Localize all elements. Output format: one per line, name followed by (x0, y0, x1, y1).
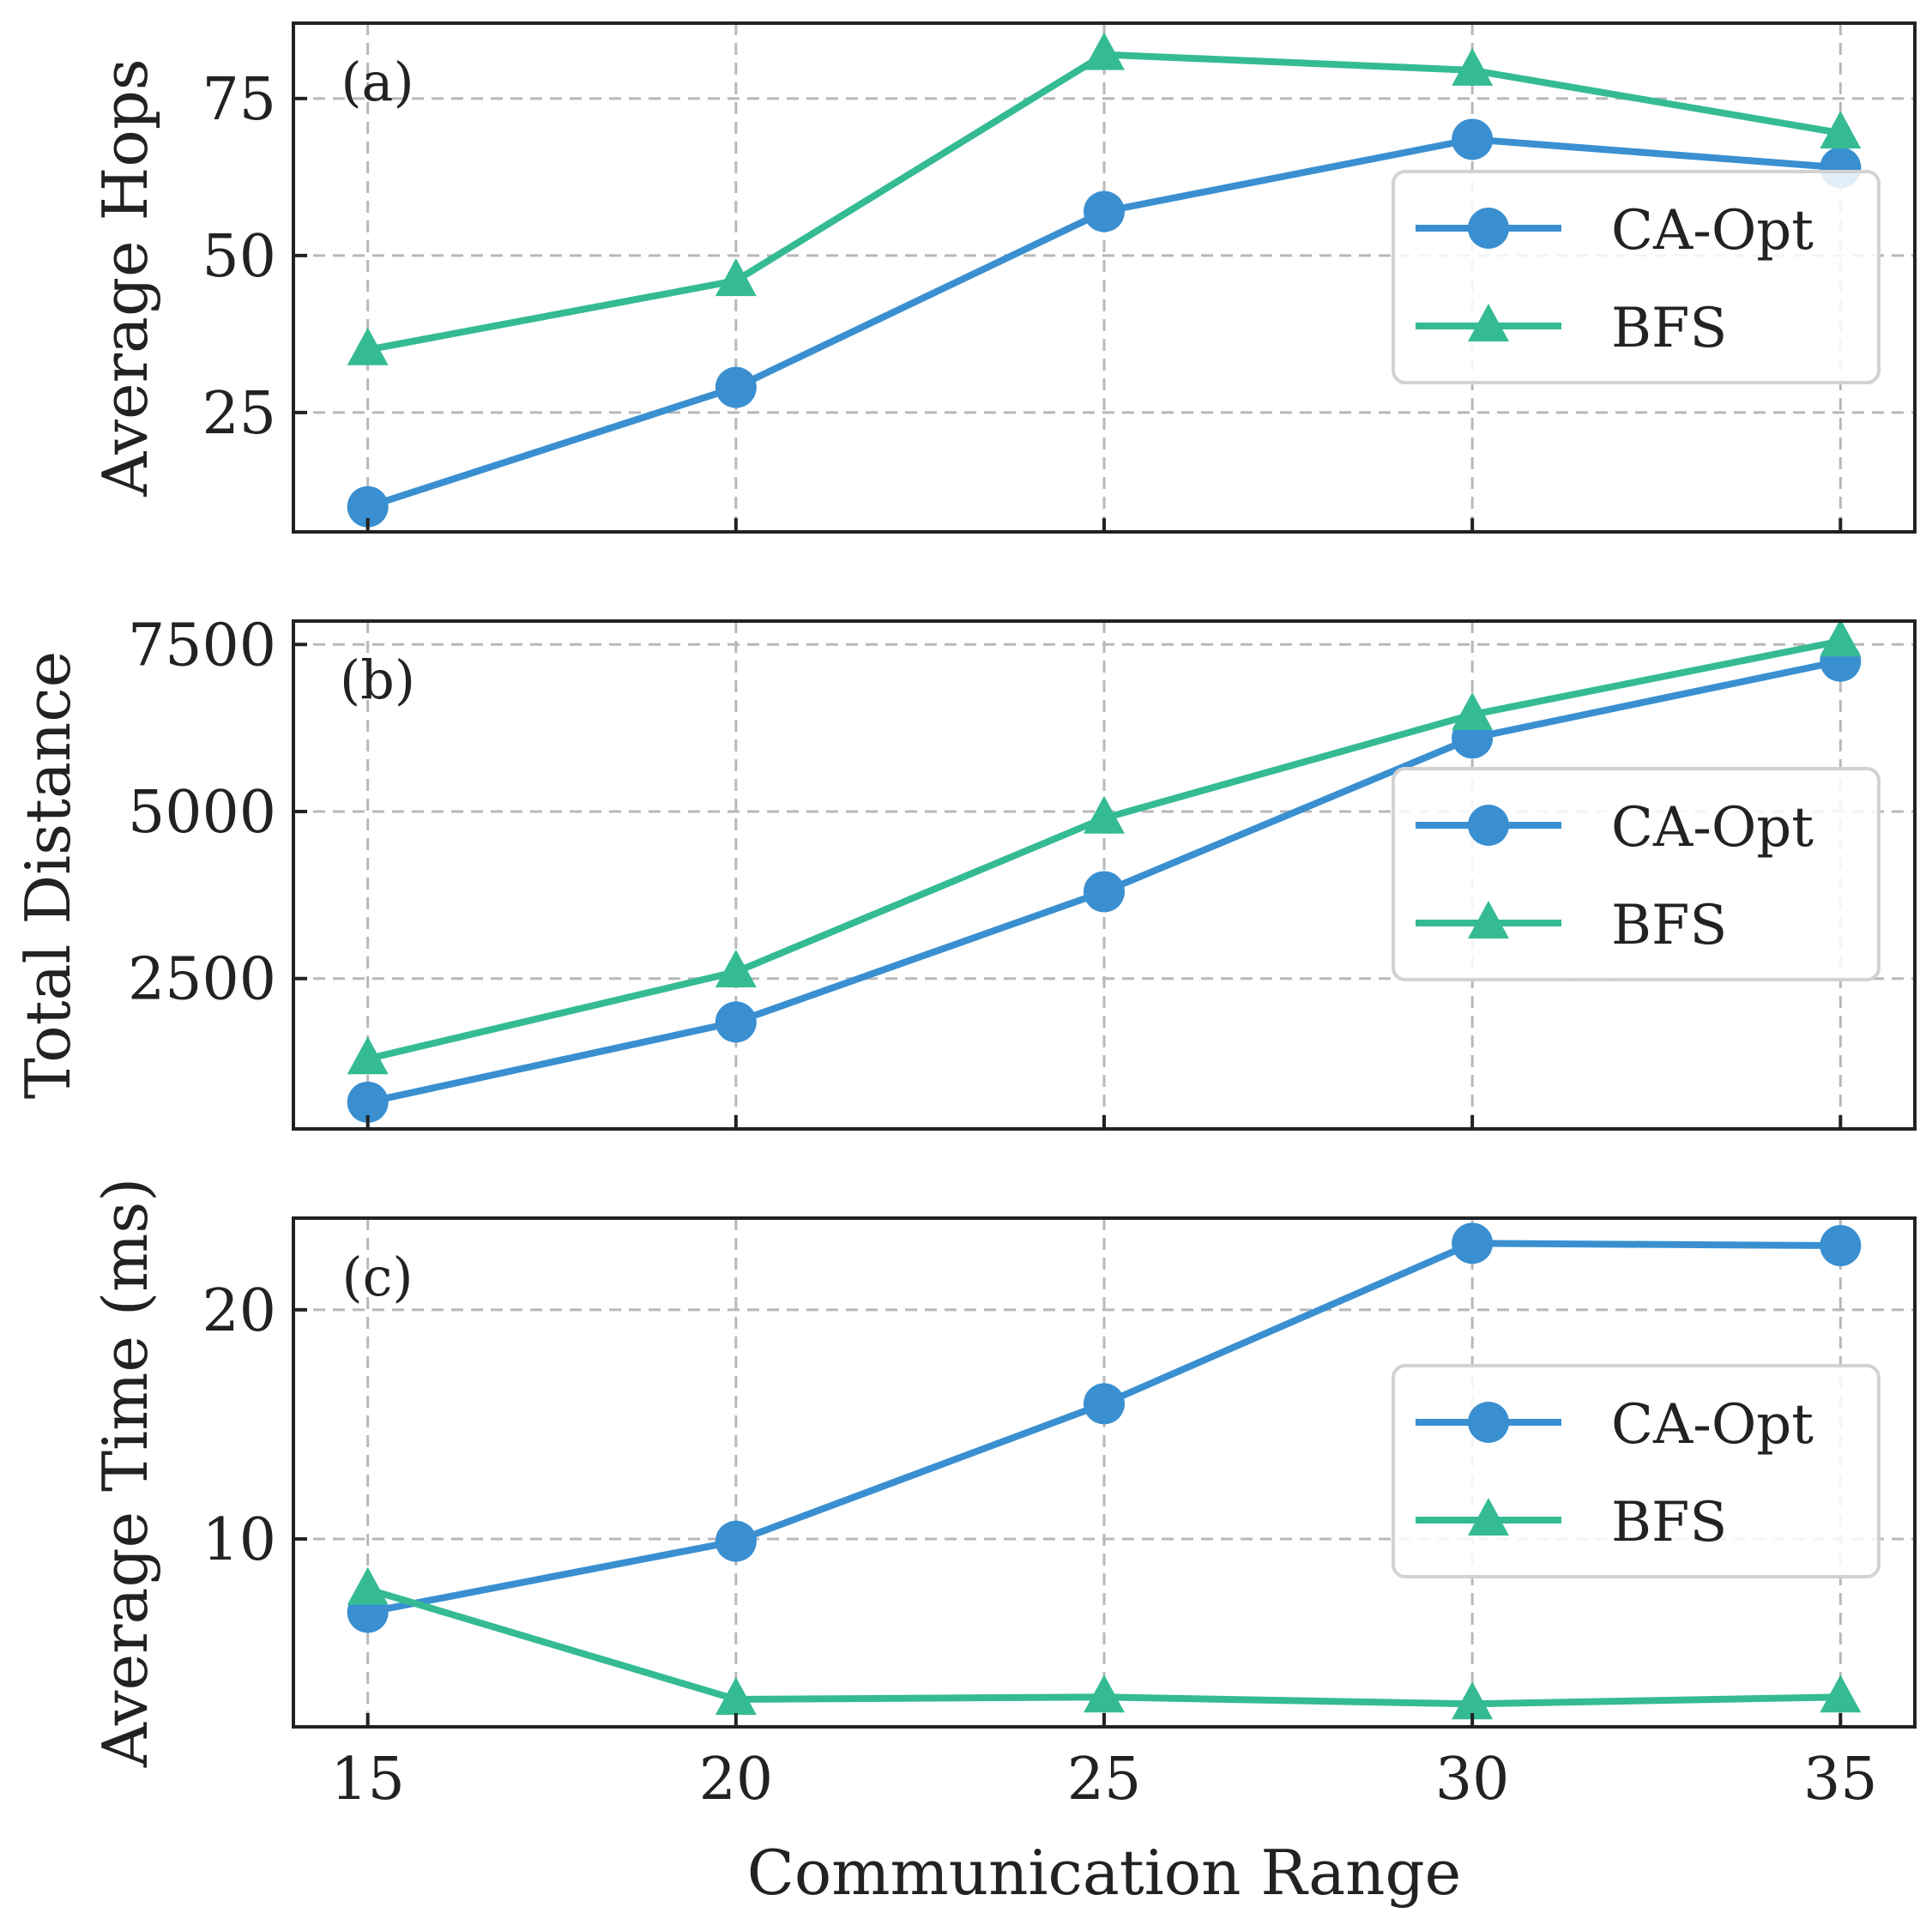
panel-a-legend-marker-0 (1468, 208, 1509, 249)
panel-a-ytick-label-1: 50 (202, 223, 276, 291)
panel-c-point-bfs-3 (1452, 1681, 1494, 1720)
panel-b-ticks: 2500 5000 7500 (128, 612, 1843, 1129)
panel-a-legend-box (1392, 170, 1881, 384)
panel-b-point-bfs-1 (715, 949, 757, 987)
panel-a-point-ca-opt-1 (715, 366, 757, 408)
panel-c-point-ca-opt-3 (1452, 1222, 1494, 1264)
panel-b-point-ca-opt-1 (715, 1001, 757, 1043)
panel-c-legend-box (1392, 1364, 1881, 1578)
panel-a-legend-label-1: BFS (1611, 297, 1727, 360)
panel-a-point-bfs-1 (715, 258, 757, 297)
panel-c-point-ca-opt-1 (715, 1520, 757, 1562)
panel-c-xtick-label-2: 25 (1067, 1746, 1142, 1813)
panel-a-ylabel: Average Hops (89, 58, 161, 497)
panel-c-ytick-label-1: 20 (202, 1277, 276, 1345)
panel-c: 10 20 15 20 25 30 35 (c) Average Time (ms) Com… (89, 1178, 1917, 1909)
panel-b-point-bfs-3 (1452, 692, 1494, 731)
panel-c-xlabel: Communication Range (747, 1837, 1461, 1909)
panel-c-legend-marker-0 (1468, 1402, 1509, 1443)
panel-a-point-ca-opt-2 (1084, 190, 1125, 232)
panel-a-point-bfs-2 (1084, 32, 1125, 70)
panel-a-point-bfs-3 (1452, 47, 1494, 86)
panel-c-point-ca-opt-2 (1084, 1383, 1125, 1425)
panel-b-legend-label-1: BFS (1611, 894, 1727, 957)
panel-a-ytick-label-0: 25 (202, 380, 276, 448)
panel-a-point-ca-opt-3 (1452, 118, 1494, 160)
panel-c-point-bfs-4 (1820, 1675, 1862, 1713)
panel-b-ytick-label-1: 5000 (128, 779, 276, 847)
panel-b-point-bfs-0 (347, 1036, 389, 1075)
panel-a-point-bfs-0 (347, 327, 389, 365)
panel-c-xtick-label-1: 20 (699, 1746, 774, 1813)
panel-c-ytick-label-0: 10 (202, 1506, 276, 1574)
panel-c-series (347, 1222, 1862, 1720)
panel-a-legend-label-0: CA-Opt (1611, 199, 1814, 262)
panel-b-point-ca-opt-0 (347, 1081, 389, 1123)
panel-c-point-ca-opt-4 (1820, 1225, 1862, 1267)
panel-a-label: (a) (341, 51, 414, 113)
panel-b-ytick-label-2: 7500 (128, 612, 276, 679)
panel-a-series (347, 32, 1862, 528)
panel-c-ylabel: Average Time (ms) (89, 1178, 161, 1769)
panel-a-legend: CA-Opt BFS (1392, 170, 1881, 384)
panel-b-legend-marker-1 (1468, 901, 1509, 938)
panel-c-xtick-label-4: 35 (1803, 1746, 1878, 1813)
panel-b-ylabel: Total Distance (12, 651, 84, 1099)
panel-a-ytick-label-2: 75 (202, 66, 276, 134)
panel-a: 25 50 75 (a) Average Hops CA-Opt BFS (89, 21, 1917, 534)
panel-c-xtick-label-3: 30 (1435, 1746, 1510, 1813)
panel-a-point-ca-opt-0 (347, 486, 389, 528)
panel-b-ytick-label-0: 2500 (128, 946, 276, 1014)
panel-b-legend-box (1392, 767, 1881, 981)
panel-b-series (347, 619, 1862, 1123)
panel-c-legend: CA-Opt BFS (1392, 1364, 1881, 1578)
panel-a-legend-marker-1 (1468, 304, 1509, 341)
panel-a-point-bfs-4 (1820, 111, 1862, 149)
panel-c-legend-marker-1 (1468, 1498, 1509, 1536)
panel-c-point-bfs-1 (715, 1676, 757, 1715)
panel-c-legend-label-0: CA-Opt (1611, 1393, 1814, 1457)
panel-c-xtick-label-0: 15 (330, 1746, 405, 1813)
panel-c-label: (c) (341, 1246, 413, 1308)
panel-c-point-bfs-0 (347, 1566, 389, 1605)
panel-b-legend-label-0: CA-Opt (1611, 796, 1814, 860)
panel-c-legend-label-1: BFS (1611, 1491, 1727, 1554)
panel-a-ticks: 25 50 75 (202, 66, 1843, 532)
panel-c-point-bfs-2 (1084, 1675, 1125, 1713)
panel-b: 2500 5000 7500 (b) Total Distance CA-Opt BF… (12, 612, 1917, 1131)
panel-b-legend-marker-0 (1468, 805, 1509, 846)
panel-b-point-ca-opt-2 (1084, 871, 1125, 913)
panel-b-point-bfs-4 (1820, 619, 1862, 657)
panel-b-label: (b) (340, 649, 415, 711)
panel-b-point-bfs-2 (1084, 795, 1125, 834)
panel-c-ticks: 10 20 15 20 25 30 35 (202, 1277, 1877, 1813)
panel-b-legend: CA-Opt BFS (1392, 767, 1881, 981)
